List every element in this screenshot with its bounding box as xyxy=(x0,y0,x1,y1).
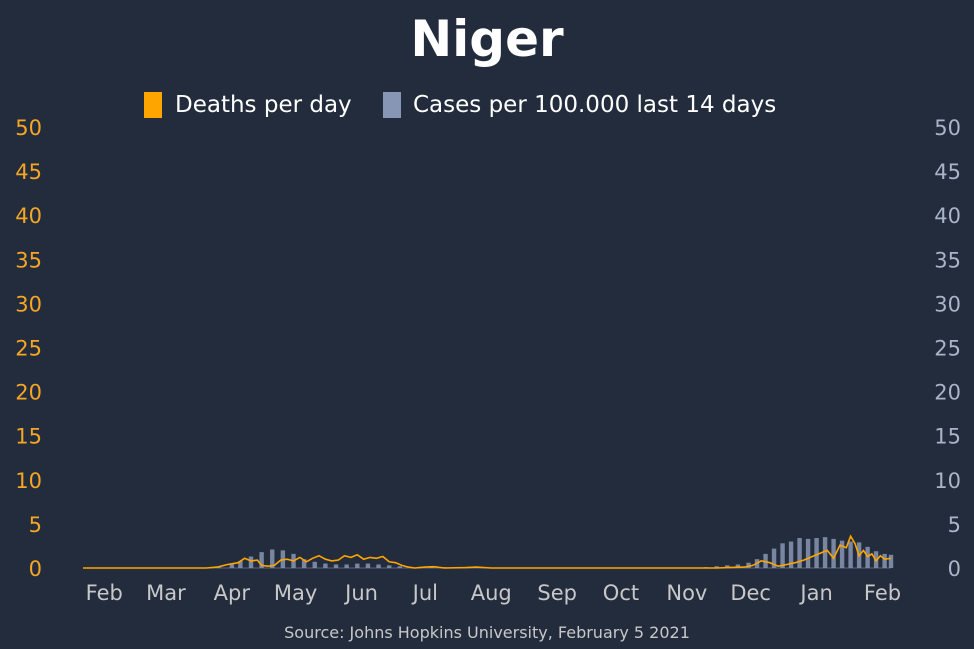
cases-bar-15 xyxy=(365,563,371,568)
y-right-tick-15: 15 xyxy=(934,425,961,449)
cases-bar-36 xyxy=(771,548,777,568)
cases-bar-35 xyxy=(763,553,768,568)
cases-bar-16 xyxy=(376,564,381,568)
legend-label-cases: Cases per 100.000 last 14 days xyxy=(413,92,776,118)
cases-bar-50 xyxy=(888,554,894,568)
cases-bar-43 xyxy=(831,538,836,568)
y-left-tick-20: 20 xyxy=(15,381,42,405)
deaths-line xyxy=(83,534,892,569)
cases-bar-45 xyxy=(848,541,853,568)
x-tick-mar: Mar xyxy=(146,581,186,605)
cases-bar-14 xyxy=(355,563,360,568)
cases-bar-4 xyxy=(248,556,254,568)
y-right-tick-25: 25 xyxy=(934,337,961,361)
cases-bar-17 xyxy=(386,565,392,568)
cases-bar-38 xyxy=(788,541,794,568)
y-left-tick-15: 15 xyxy=(15,425,42,449)
y-axis-right: 0 5 10 15 20 25 30 35 40 45 50 xyxy=(934,116,961,581)
y-right-tick-0: 0 xyxy=(948,557,961,581)
legend-label-deaths: Deaths per day xyxy=(175,92,352,118)
cases-bar-2 xyxy=(229,564,235,568)
y-right-tick-40: 40 xyxy=(934,204,961,228)
cases-bar-40 xyxy=(805,538,811,568)
cases-bar-41 xyxy=(814,538,819,568)
x-tick-feb: Feb xyxy=(86,581,123,605)
y-right-tick-45: 45 xyxy=(934,160,961,184)
y-right-tick-10: 10 xyxy=(934,469,961,493)
y-left-tick-30: 30 xyxy=(15,292,42,316)
cases-bar-5 xyxy=(259,552,264,568)
cases-bar-10 xyxy=(312,561,317,568)
y-right-tick-50: 50 xyxy=(934,116,961,140)
y-right-tick-20: 20 xyxy=(934,381,961,405)
y-left-tick-10: 10 xyxy=(15,469,42,493)
x-tick-nov: Nov xyxy=(666,581,707,605)
x-axis: Feb Mar Apr May Jun Jul Aug Sep Oct Nov Dec Jan Feb xyxy=(86,581,901,605)
cases-bar-44 xyxy=(839,540,845,568)
cases-bar-1 xyxy=(216,567,222,568)
cases-bar-39 xyxy=(797,538,802,568)
y-left-tick-40: 40 xyxy=(15,204,42,228)
x-tick-dec: Dec xyxy=(730,581,771,605)
chart-title: Niger xyxy=(410,10,564,68)
legend-swatch-cases xyxy=(383,92,401,118)
cases-bar-18 xyxy=(397,566,403,568)
x-tick-feb: Feb xyxy=(864,581,901,605)
y-left-tick-0: 0 xyxy=(29,557,42,581)
cases-bar-42 xyxy=(822,537,828,568)
cases-bar-49 xyxy=(882,553,887,568)
cases-bar-11 xyxy=(323,563,328,568)
y-left-tick-25: 25 xyxy=(15,337,42,361)
y-left-tick-35: 35 xyxy=(15,248,42,272)
x-tick-jan: Jan xyxy=(798,581,832,605)
cases-bar-3 xyxy=(238,560,243,568)
cases-bar-37 xyxy=(780,543,785,568)
cases-bar-30 xyxy=(714,566,719,568)
x-tick-sep: Sep xyxy=(537,581,577,605)
x-tick-jul: Jul xyxy=(411,581,438,605)
x-tick-jun: Jun xyxy=(343,581,378,605)
x-tick-aug: Aug xyxy=(471,581,512,605)
x-tick-apr: Apr xyxy=(214,581,251,605)
legend: Deaths per day Cases per 100.000 last 14… xyxy=(144,92,776,118)
y-left-tick-45: 45 xyxy=(15,160,42,184)
cases-bar-13 xyxy=(344,564,349,568)
source-note: Source: Johns Hopkins University, Februa… xyxy=(284,623,690,642)
cases-bar-31 xyxy=(725,565,730,568)
y-right-tick-30: 30 xyxy=(934,292,961,316)
y-left-tick-50: 50 xyxy=(15,116,42,140)
x-tick-oct: Oct xyxy=(603,581,639,605)
cases-bar-32 xyxy=(735,564,741,568)
x-tick-may: May xyxy=(274,581,317,605)
y-right-tick-35: 35 xyxy=(934,248,961,272)
cases-bar-12 xyxy=(333,564,339,568)
legend-swatch-deaths xyxy=(144,92,162,118)
cases-bar-33 xyxy=(746,562,751,568)
cases-bar-6 xyxy=(270,549,275,568)
y-left-tick-5: 5 xyxy=(29,513,42,537)
cases-bar-9 xyxy=(301,559,307,568)
y-axis-left: 0 5 10 15 20 25 30 35 40 45 50 xyxy=(15,116,42,581)
y-right-tick-5: 5 xyxy=(948,513,961,537)
